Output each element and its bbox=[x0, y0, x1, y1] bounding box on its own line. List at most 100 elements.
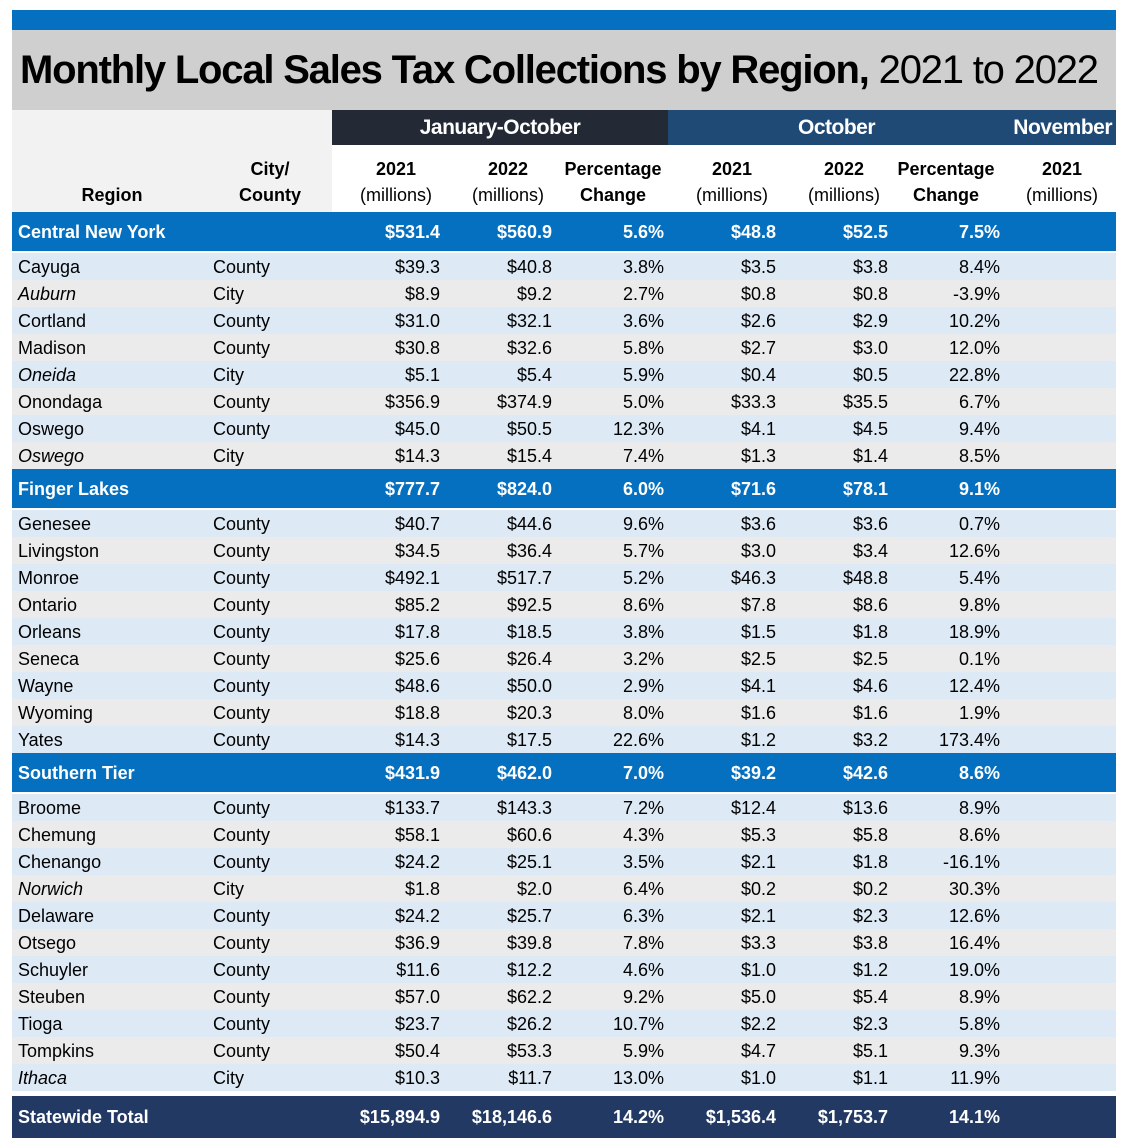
cell-col-2: 8.6% bbox=[622, 595, 664, 615]
cell-col-5: 12.4% bbox=[948, 676, 1000, 696]
table-row: Auburn City $8.9 $9.2 2.7% $0.8 $0.8 -3.9% bbox=[12, 280, 1116, 307]
cell-col-3: $2.1 bbox=[740, 906, 776, 926]
locality-name: Onondaga bbox=[18, 392, 103, 412]
cell-col-3: $3.5 bbox=[740, 257, 776, 277]
locality-type: County bbox=[213, 514, 271, 534]
cell-col-3: $12.4 bbox=[730, 798, 776, 818]
cell-col-1: $9.2 bbox=[516, 284, 552, 304]
cell-col-2: 5.2% bbox=[622, 568, 664, 588]
cell-col-4: $48.8 bbox=[842, 568, 888, 588]
table-row: Onondaga County $356.9 $374.9 5.0% $33.3 $35.5… bbox=[12, 388, 1116, 415]
cell-col-2: 2.7% bbox=[622, 284, 664, 304]
locality-type: City bbox=[213, 284, 244, 304]
locality-name: Oswego bbox=[18, 446, 85, 466]
cell-col-5: 12.0% bbox=[948, 338, 1000, 358]
cell-col-2: 5.6% bbox=[622, 222, 664, 242]
subheader-col-1: 2022 (millions) bbox=[472, 159, 544, 205]
cell-col-1: $20.3 bbox=[506, 703, 552, 723]
locality-type: County bbox=[213, 338, 271, 358]
cell-col-4: $1.2 bbox=[852, 960, 888, 980]
region-row: Southern Tier $431.9 $462.0 7.0% $39.2 $42.6 8… bbox=[12, 753, 1116, 792]
cell-col-5: 0.7% bbox=[958, 514, 1000, 534]
cell-col-4: $4.6 bbox=[852, 676, 888, 696]
cell-col-3: $4.1 bbox=[740, 419, 776, 439]
cell-col-5: 7.5% bbox=[958, 222, 1000, 242]
cell-col-0: $10.3 bbox=[394, 1068, 440, 1088]
cell-col-0: $31.0 bbox=[394, 311, 440, 331]
cell-col-5: 9.1% bbox=[958, 479, 1000, 499]
cell-col-5: 19.0% bbox=[948, 960, 1000, 980]
cell-col-4: $3.6 bbox=[852, 514, 888, 534]
locality-name: Wayne bbox=[18, 676, 74, 696]
table-row: Cayuga County $39.3 $40.8 3.8% $3.5 $3.8 8.4% bbox=[12, 253, 1116, 280]
cell-col-2: 6.3% bbox=[622, 906, 664, 926]
locality-type: City bbox=[213, 879, 244, 899]
cell-col-1: $824.0 bbox=[496, 479, 552, 499]
cell-col-4: $5.1 bbox=[852, 1041, 888, 1061]
cell-col-3: $2.2 bbox=[740, 1014, 776, 1034]
cell-col-5: 9.4% bbox=[958, 419, 1000, 439]
cell-col-1: $18,146.6 bbox=[471, 1107, 552, 1127]
locality-name: Schuyler bbox=[18, 960, 89, 980]
table-row: Oswego City $14.3 $15.4 7.4% $1.3 $1.4 8.5% bbox=[12, 442, 1116, 469]
table-row: Steuben County $57.0 $62.2 9.2% $5.0 $5.4 8.9% bbox=[12, 983, 1116, 1010]
cell-col-1: $60.6 bbox=[506, 825, 552, 845]
cell-col-2: 22.6% bbox=[612, 730, 664, 750]
table-row: Norwich City $1.8 $2.0 6.4% $0.2 $0.2 30.3% bbox=[12, 875, 1116, 902]
cell-col-4: $3.8 bbox=[852, 257, 888, 277]
cell-col-2: 3.6% bbox=[622, 311, 664, 331]
cell-col-0: $15,894.9 bbox=[359, 1107, 440, 1127]
locality-type: County bbox=[213, 257, 271, 277]
cell-col-0: $50.4 bbox=[394, 1041, 440, 1061]
cell-col-5: 22.8% bbox=[948, 365, 1000, 385]
locality-type: City bbox=[213, 365, 244, 385]
cell-col-1: $36.4 bbox=[506, 541, 552, 561]
cell-col-4: $13.6 bbox=[842, 798, 888, 818]
table-row: Livingston County $34.5 $36.4 5.7% $3.0 $3.4 12… bbox=[12, 537, 1116, 564]
locality-type: County bbox=[213, 649, 271, 669]
cell-col-0: $5.1 bbox=[404, 365, 440, 385]
cell-col-3: $71.6 bbox=[730, 479, 776, 499]
cell-col-5: 173.4% bbox=[938, 730, 1000, 750]
cell-col-3: $1.3 bbox=[740, 446, 776, 466]
table-row: Oneida City $5.1 $5.4 5.9% $0.4 $0.5 22.8% bbox=[12, 361, 1116, 388]
top-accent-bar bbox=[12, 10, 1116, 30]
table-row: Monroe County $492.1 $517.7 5.2% $46.3 $48.8 5.… bbox=[12, 564, 1116, 591]
cell-col-5: -3.9% bbox=[952, 284, 1000, 304]
cell-col-5: 16.4% bbox=[948, 933, 1000, 953]
locality-type: County bbox=[213, 730, 271, 750]
cell-col-2: 3.8% bbox=[622, 257, 664, 277]
table-row: Otsego County $36.9 $39.8 7.8% $3.3 $3.8 16.4% bbox=[12, 929, 1116, 956]
table-row: Ithaca City $10.3 $11.7 13.0% $1.0 $1.1 11.9% bbox=[12, 1064, 1116, 1091]
table-row: Chemung County $58.1 $60.6 4.3% $5.3 $5.8 8.6% bbox=[12, 821, 1116, 848]
locality-name: Monroe bbox=[18, 568, 80, 588]
locality-type: County bbox=[213, 703, 271, 723]
cell-col-0: $39.3 bbox=[394, 257, 440, 277]
locality-type: County bbox=[213, 1041, 271, 1061]
region-name: Finger Lakes bbox=[18, 479, 130, 499]
cell-col-0: $23.7 bbox=[394, 1014, 440, 1034]
locality-name: Ontario bbox=[18, 595, 78, 615]
locality-name: Auburn bbox=[18, 284, 77, 304]
cell-col-3: $3.3 bbox=[740, 933, 776, 953]
cell-col-4: $8.6 bbox=[852, 595, 888, 615]
cell-col-5: 14.1% bbox=[948, 1107, 1000, 1127]
locality-name: Oswego bbox=[18, 419, 85, 439]
cell-col-3: $3.6 bbox=[740, 514, 776, 534]
cell-col-4: $52.5 bbox=[842, 222, 888, 242]
cell-col-4: $3.0 bbox=[852, 338, 888, 358]
locality-type: County bbox=[213, 798, 271, 818]
cell-col-1: $40.8 bbox=[506, 257, 552, 277]
cell-col-1: $462.0 bbox=[496, 763, 552, 783]
cell-col-2: 4.6% bbox=[622, 960, 664, 980]
cell-col-4: $1,753.7 bbox=[817, 1107, 888, 1127]
locality-type: County bbox=[213, 419, 271, 439]
cell-col-3: $33.3 bbox=[730, 392, 776, 412]
cell-col-0: $17.8 bbox=[394, 622, 440, 642]
table-row: Tioga County $23.7 $26.2 10.7% $2.2 $2.3 5.8% bbox=[12, 1010, 1116, 1037]
cell-col-0: $85.2 bbox=[394, 595, 440, 615]
cell-col-2: 5.9% bbox=[622, 365, 664, 385]
cell-col-0: $1.8 bbox=[404, 879, 440, 899]
cell-col-4: $4.5 bbox=[852, 419, 888, 439]
cell-col-3: $1.6 bbox=[740, 703, 776, 723]
